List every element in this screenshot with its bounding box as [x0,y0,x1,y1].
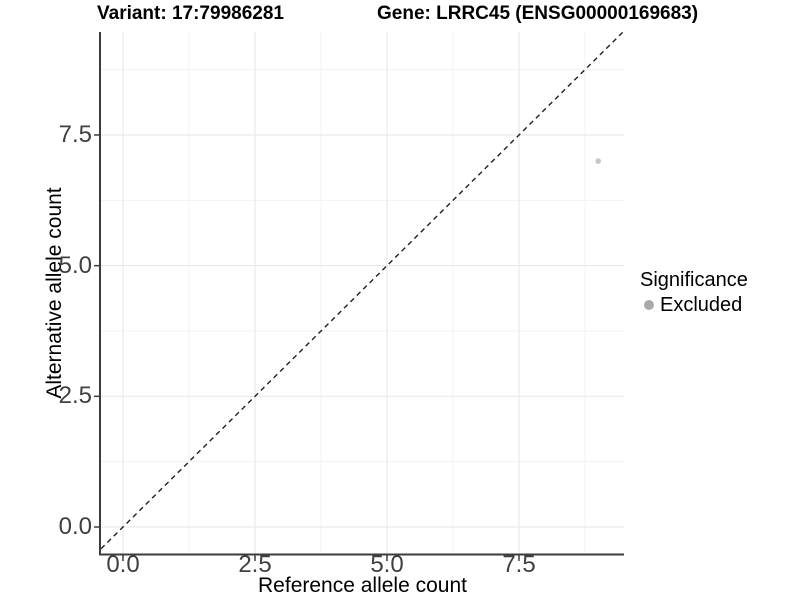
x-tick-label: 0.0 [106,551,140,578]
x-tick-label: 7.5 [502,551,536,578]
y-tick-label: 0.0 [58,513,92,540]
y-tick-label: 2.5 [58,382,92,410]
x-tick-label: 2.5 [238,551,272,578]
y-axis-label: Alternative allele count [43,187,66,399]
x-axis-label: Reference allele count [258,574,467,597]
legend-item-label: Excluded [660,294,743,316]
legend-point-icon [644,300,654,310]
plot-title-gene: Gene: LRRC45 (ENSG00000169683) [377,3,699,24]
legend: Significance Excluded [640,269,748,316]
identity-dashed-line [100,31,624,550]
y-tick-label: 5.0 [58,251,92,279]
x-tick-label: 5.0 [370,551,404,578]
y-tick-label: 7.5 [58,120,92,148]
legend-item-excluded: Excluded [640,294,748,316]
legend-title: Significance [640,269,748,291]
data-point [595,158,601,164]
plot-title-variant: Variant: 17:79986281 [97,3,284,24]
